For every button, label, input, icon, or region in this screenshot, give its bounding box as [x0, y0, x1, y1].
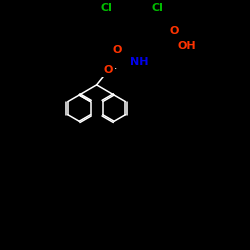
- Text: OH: OH: [178, 40, 196, 50]
- Text: Cl: Cl: [151, 4, 163, 14]
- Text: Cl: Cl: [100, 4, 112, 14]
- Text: O: O: [104, 65, 113, 75]
- Text: O: O: [169, 26, 178, 36]
- Text: O: O: [112, 45, 122, 55]
- Text: NH: NH: [130, 56, 148, 66]
